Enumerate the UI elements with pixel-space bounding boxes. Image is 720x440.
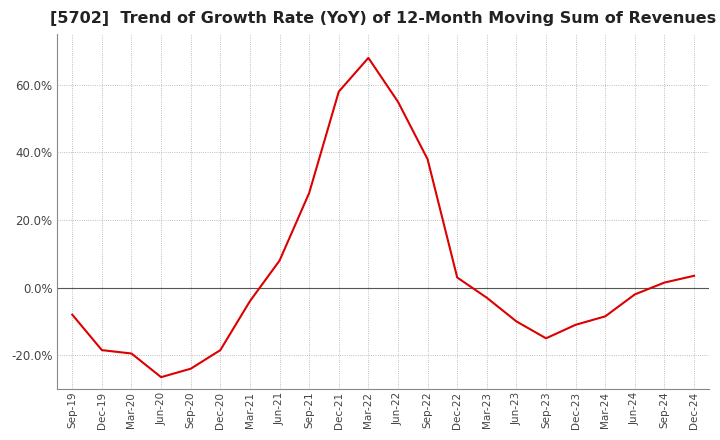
Title: [5702]  Trend of Growth Rate (YoY) of 12-Month Moving Sum of Revenues: [5702] Trend of Growth Rate (YoY) of 12-… (50, 11, 716, 26)
